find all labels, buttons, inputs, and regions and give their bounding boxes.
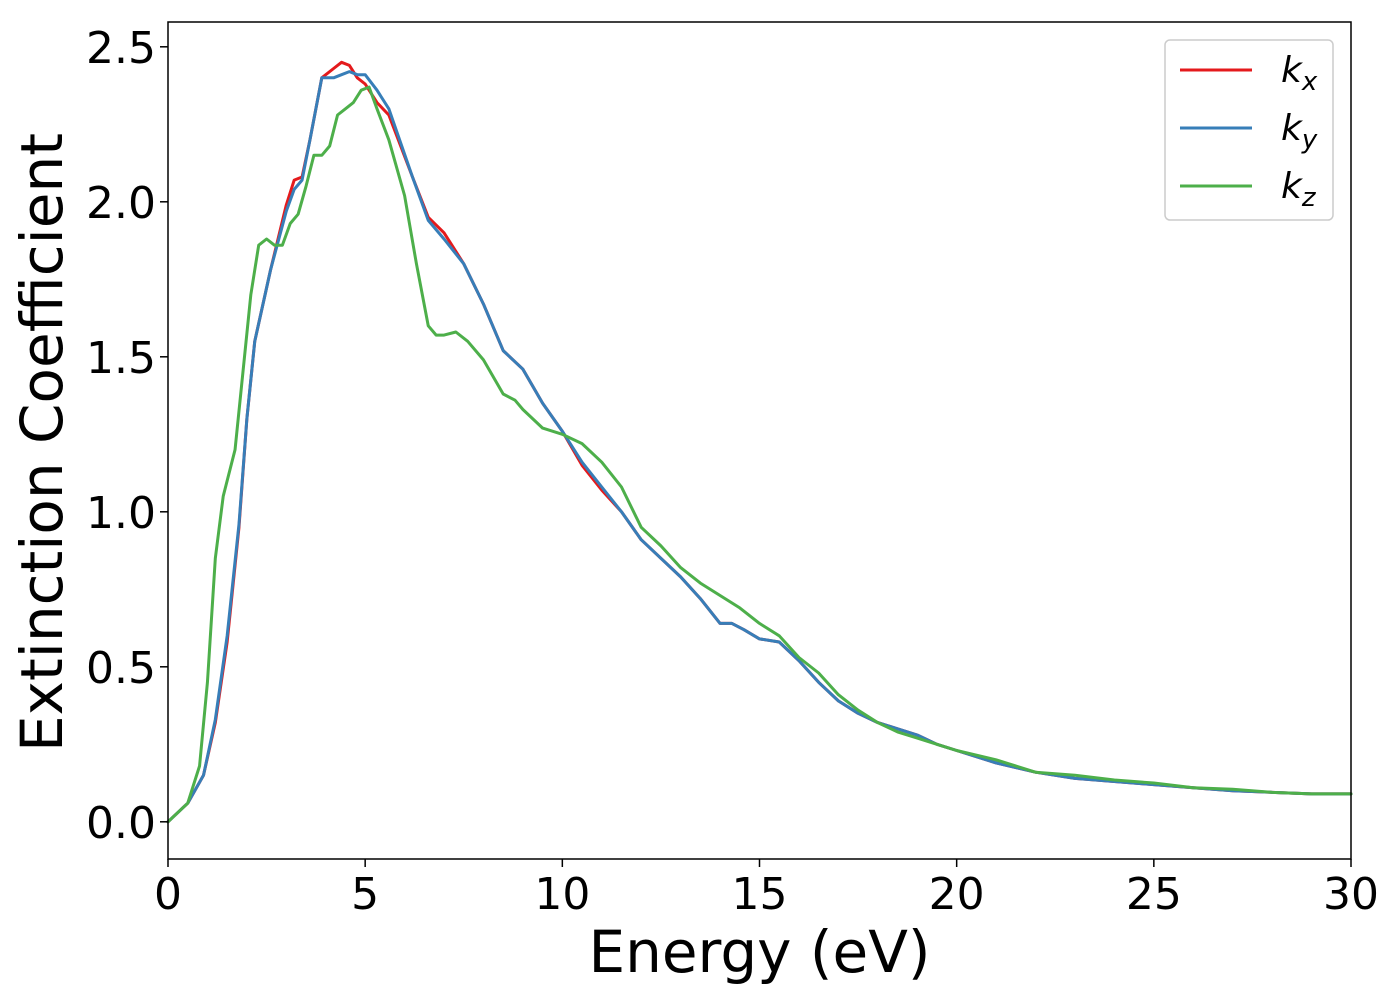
x-tick-label: 5 [351, 869, 379, 920]
legend-label-z: kz [1281, 166, 1317, 213]
legend-label-x: kx [1281, 50, 1318, 97]
y-axis-ticks: 0.0 0.5 1.0 1.5 2.0 2.5 [86, 23, 168, 849]
series-line-z [166, 85, 1353, 824]
x-tick-label: 15 [732, 869, 788, 920]
y-tick-label: 0.5 [86, 643, 156, 694]
plot-lines [166, 60, 1353, 824]
y-tick-label: 1.5 [86, 333, 156, 384]
y-axis-title: Extinction Coefficient [8, 133, 76, 752]
y-tick-label: 2.5 [86, 23, 156, 74]
y-tick-label: 0.0 [86, 798, 156, 849]
x-axis-title: Energy (eV) [588, 918, 930, 986]
x-axis-ticks: 0 5 10 15 20 25 30 [154, 859, 1379, 920]
x-tick-label: 20 [929, 869, 985, 920]
x-tick-label: 0 [154, 869, 182, 920]
y-tick-label: 2.0 [86, 178, 156, 229]
legend-label-y: ky [1281, 108, 1318, 155]
x-tick-label: 25 [1126, 869, 1182, 920]
y-tick-label: 1.0 [86, 488, 156, 539]
x-tick-label: 10 [534, 869, 590, 920]
x-tick-label: 30 [1323, 869, 1379, 920]
legend: kx ky kz [1164, 39, 1334, 221]
legend-box [1164, 39, 1334, 221]
